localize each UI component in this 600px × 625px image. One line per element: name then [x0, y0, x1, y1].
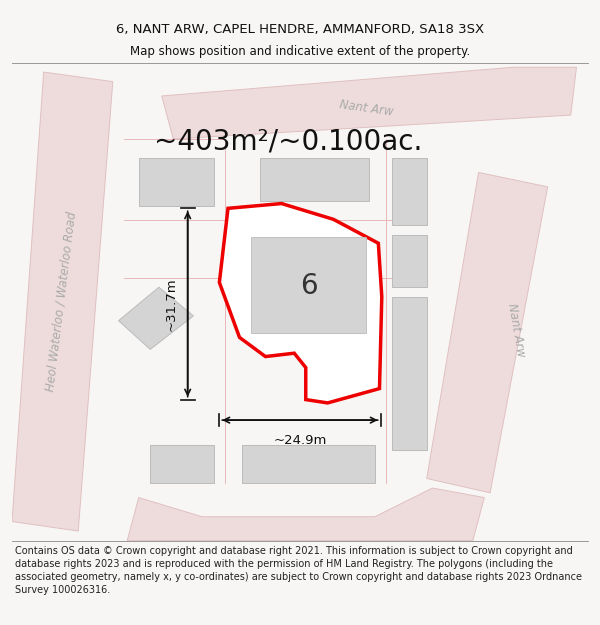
Polygon shape	[392, 158, 427, 225]
Text: Nant Arw: Nant Arw	[338, 98, 394, 118]
Polygon shape	[260, 158, 369, 201]
Polygon shape	[220, 204, 382, 403]
Polygon shape	[12, 72, 113, 531]
Polygon shape	[242, 445, 375, 483]
Polygon shape	[251, 237, 366, 332]
Text: ~31.7m: ~31.7m	[165, 277, 178, 331]
Text: Heol Waterloo / Waterloo Road: Heol Waterloo / Waterloo Road	[43, 211, 79, 392]
Text: ~403m²/~0.100ac.: ~403m²/~0.100ac.	[154, 127, 422, 156]
Polygon shape	[427, 173, 548, 492]
Polygon shape	[150, 445, 214, 483]
Text: 6: 6	[300, 272, 317, 300]
Polygon shape	[139, 158, 214, 206]
Text: 6, NANT ARW, CAPEL HENDRE, AMMANFORD, SA18 3SX: 6, NANT ARW, CAPEL HENDRE, AMMANFORD, SA…	[116, 24, 484, 36]
Text: ~24.9m: ~24.9m	[274, 434, 326, 447]
Polygon shape	[127, 488, 484, 541]
Polygon shape	[392, 297, 427, 450]
Text: Map shows position and indicative extent of the property.: Map shows position and indicative extent…	[130, 45, 470, 58]
Polygon shape	[162, 68, 577, 139]
Text: Contains OS data © Crown copyright and database right 2021. This information is : Contains OS data © Crown copyright and d…	[15, 546, 582, 595]
Text: Nant Arw: Nant Arw	[505, 302, 527, 358]
Polygon shape	[392, 234, 427, 288]
Polygon shape	[119, 288, 193, 349]
